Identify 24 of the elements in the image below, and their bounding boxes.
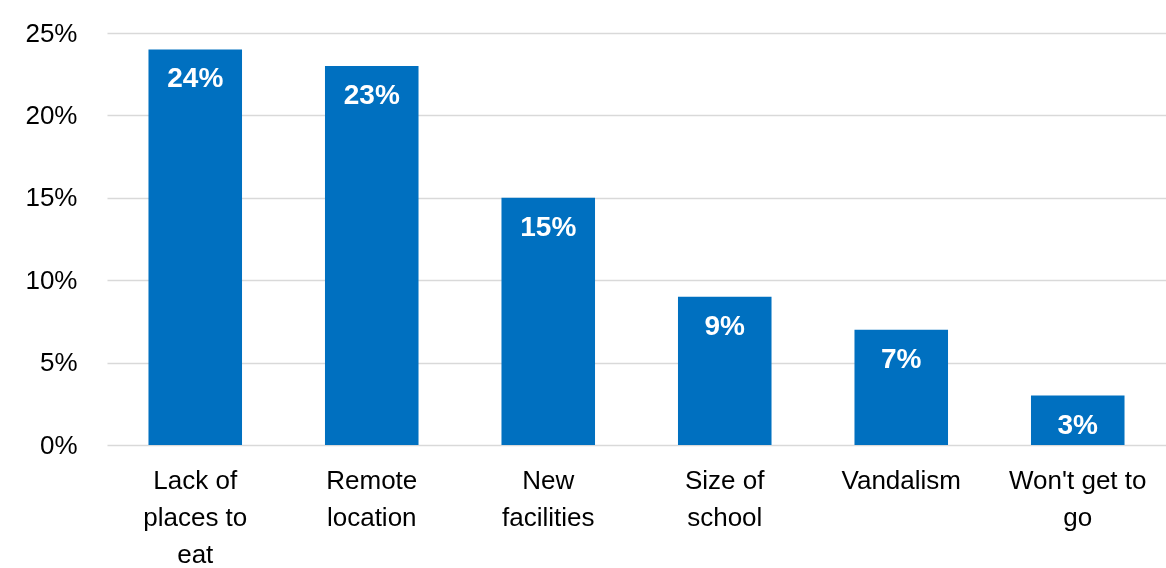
x-tick-label: Vandalism — [841, 464, 961, 495]
bar — [854, 329, 949, 445]
data-label: 9% — [704, 309, 746, 341]
y-tick-label: 0% — [39, 429, 78, 460]
y-tick-label: 5% — [39, 347, 78, 378]
data-label: 3% — [1057, 408, 1099, 440]
data-label: 15% — [520, 210, 577, 242]
bar — [677, 296, 772, 445]
x-tick-label: Size of school — [685, 464, 766, 532]
bar — [501, 197, 596, 445]
x-tick-label: Won't get to go — [1009, 464, 1147, 532]
x-tick-label: Lack of places to eat — [143, 464, 248, 568]
data-label: 23% — [343, 78, 400, 110]
bar — [324, 65, 419, 445]
y-tick-label: 20% — [25, 99, 78, 130]
y-tick-label: 25% — [25, 17, 78, 48]
x-tick-label: Remote location — [326, 464, 418, 532]
data-label: 7% — [881, 342, 922, 374]
bar — [148, 49, 243, 445]
y-tick-label: 15% — [25, 182, 78, 213]
x-tick-label: New facilities — [502, 464, 595, 532]
y-tick-label: 10% — [25, 264, 78, 295]
data-label: 24% — [167, 62, 224, 94]
bar — [1030, 395, 1125, 445]
